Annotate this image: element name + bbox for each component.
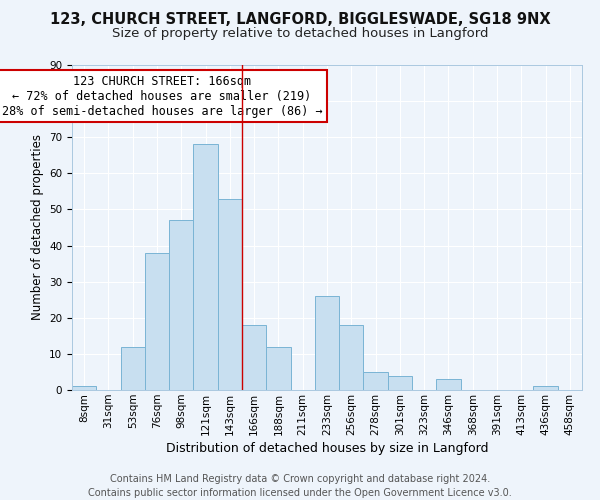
Text: Contains HM Land Registry data © Crown copyright and database right 2024.
Contai: Contains HM Land Registry data © Crown c… <box>88 474 512 498</box>
Text: 123 CHURCH STREET: 166sqm
← 72% of detached houses are smaller (219)
28% of semi: 123 CHURCH STREET: 166sqm ← 72% of detac… <box>2 74 322 118</box>
Bar <box>242 325 266 390</box>
Bar <box>169 220 193 390</box>
Bar <box>145 253 169 390</box>
Bar <box>436 379 461 390</box>
Bar <box>218 198 242 390</box>
X-axis label: Distribution of detached houses by size in Langford: Distribution of detached houses by size … <box>166 442 488 455</box>
Bar <box>315 296 339 390</box>
Bar <box>339 325 364 390</box>
Bar <box>121 346 145 390</box>
Bar <box>533 386 558 390</box>
Y-axis label: Number of detached properties: Number of detached properties <box>31 134 44 320</box>
Bar <box>388 376 412 390</box>
Bar <box>364 372 388 390</box>
Bar <box>72 386 96 390</box>
Text: 123, CHURCH STREET, LANGFORD, BIGGLESWADE, SG18 9NX: 123, CHURCH STREET, LANGFORD, BIGGLESWAD… <box>50 12 550 28</box>
Bar <box>193 144 218 390</box>
Bar <box>266 346 290 390</box>
Text: Size of property relative to detached houses in Langford: Size of property relative to detached ho… <box>112 28 488 40</box>
